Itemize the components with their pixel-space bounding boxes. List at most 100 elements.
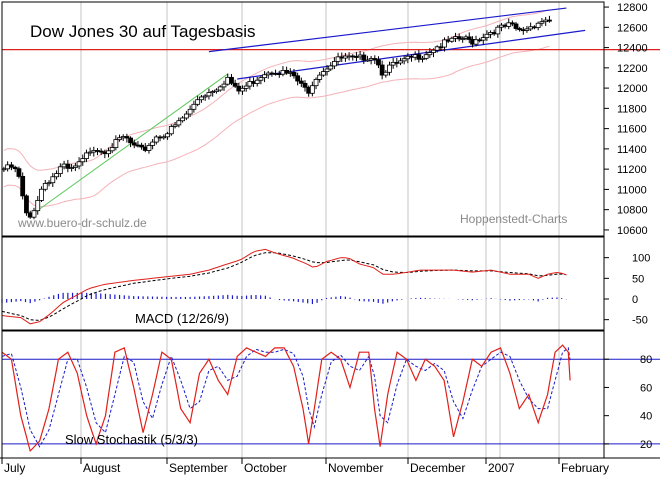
- candle-body: [128, 137, 133, 144]
- y-tick-label: 11400: [617, 144, 647, 156]
- candle-body: [131, 142, 137, 146]
- candle-body: [183, 113, 189, 119]
- candle-body: [456, 36, 462, 40]
- candle-body: [466, 36, 472, 40]
- candle-body: [449, 37, 455, 42]
- candle-body: [31, 210, 37, 218]
- bollinger-lower: [3, 45, 550, 208]
- candle-body: [427, 52, 433, 56]
- month-label: October: [244, 461, 287, 475]
- candle-body: [24, 195, 29, 214]
- candle-body: [39, 188, 44, 201]
- candle-body: [50, 176, 56, 184]
- candle-body: [42, 183, 48, 190]
- candle-body: [153, 136, 159, 143]
- candle-body: [509, 22, 515, 25]
- axis-labels: July August September October November Decemb…: [1, 2, 652, 475]
- y-tick-label: 12200: [617, 63, 648, 75]
- chart-title: Dow Jones 30 auf Tagesbasis: [30, 22, 256, 41]
- candle-body: [473, 39, 479, 45]
- candle-body: [165, 133, 170, 138]
- y-tick-label: 12400: [617, 43, 648, 55]
- candle-body: [302, 82, 308, 88]
- candle-body: [254, 79, 260, 84]
- panel-frames: [0, 1, 660, 459]
- source-label: Hoppenstedt-Charts: [460, 212, 567, 226]
- candle-body: [146, 145, 152, 151]
- candle-body: [176, 120, 182, 126]
- y-tick-label: 40: [640, 411, 652, 423]
- candle-body: [35, 200, 41, 212]
- candle-body: [284, 69, 290, 74]
- candle-body: [295, 75, 301, 82]
- month-label: December: [410, 461, 465, 475]
- candle-body: [309, 85, 315, 94]
- candle-body: [65, 163, 71, 169]
- candle-body: [495, 26, 501, 35]
- candle-body: [80, 158, 86, 163]
- candle-body: [84, 152, 89, 159]
- month-label: August: [83, 461, 121, 475]
- macd-label: MACD (12/26/9): [135, 311, 229, 326]
- candle-body: [365, 59, 370, 62]
- y-tick-label: 100: [632, 253, 650, 265]
- y-tick-label: 60: [640, 382, 652, 394]
- trend-line: [29, 73, 229, 217]
- y-tick-label: -50: [632, 315, 648, 327]
- month-grid: [80, 2, 560, 458]
- price-panel: [1, 7, 660, 220]
- candle-body: [372, 58, 378, 61]
- month-label: 2007: [488, 461, 515, 475]
- macd-panel: [1, 248, 567, 325]
- candle-body: [210, 91, 216, 94]
- candle-body: [232, 82, 238, 87]
- candle-body: [262, 74, 267, 79]
- panel-frame: [1, 236, 605, 331]
- candle-body: [328, 65, 334, 70]
- candle-body: [484, 33, 490, 39]
- candle-body: [69, 167, 75, 169]
- candle-body: [383, 71, 389, 76]
- candle-body: [320, 71, 326, 76]
- candle-body: [258, 77, 264, 81]
- candle-body: [313, 79, 319, 87]
- y-tick-label: 0: [632, 294, 638, 306]
- watermark: www.buero-dr-schulz.de: [17, 216, 147, 230]
- stochastic-d-line: [1, 347, 571, 448]
- candle-body: [12, 166, 18, 170]
- y-tick-label: 20: [640, 439, 652, 451]
- y-tick-label: 11200: [617, 164, 647, 176]
- candle-body: [420, 57, 425, 60]
- candle-body: [298, 80, 304, 84]
- candle-body: [387, 64, 392, 73]
- candle-body: [480, 37, 486, 41]
- candle-body: [361, 54, 367, 61]
- candle-body: [139, 144, 144, 148]
- stochastic-k-line: [1, 344, 571, 453]
- candle-body: [376, 59, 381, 66]
- y-tick-label: 12800: [617, 2, 648, 14]
- candle-body: [291, 72, 297, 77]
- candle-body: [398, 60, 403, 64]
- candle-body: [109, 147, 115, 152]
- candle-body: [513, 23, 519, 29]
- candle-body: [106, 150, 111, 155]
- candle-body: [416, 54, 422, 60]
- y-tick-label: 50: [632, 273, 644, 285]
- candle-body: [324, 68, 330, 72]
- y-tick-label: 12600: [617, 22, 648, 34]
- candle-body: [168, 126, 174, 135]
- candle-body: [214, 89, 219, 92]
- candle-body: [547, 19, 552, 22]
- candle-body: [229, 76, 234, 84]
- candle-body: [180, 117, 186, 122]
- candle-body: [206, 92, 212, 97]
- candle-body: [221, 83, 227, 88]
- y-tick-label: 10600: [617, 225, 648, 237]
- candle-body: [113, 139, 119, 148]
- candle-body: [317, 74, 323, 80]
- candle-body: [72, 165, 78, 168]
- candle-body: [217, 86, 223, 91]
